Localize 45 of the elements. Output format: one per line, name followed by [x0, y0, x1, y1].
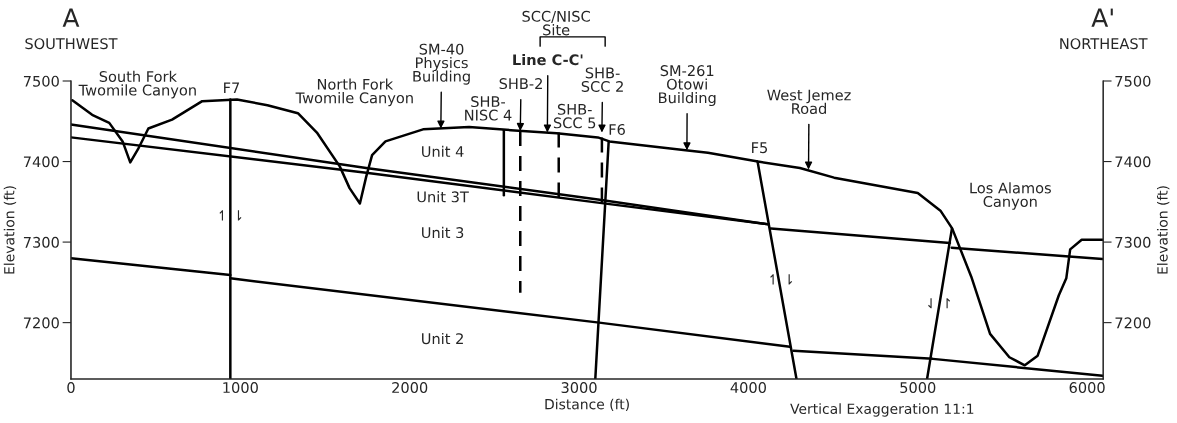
annotation: F6 — [609, 123, 625, 135]
annotation: SM-261 Otowi Building — [659, 65, 716, 107]
y2-axis-title: Elevation (ft) — [1156, 186, 1170, 274]
y-tick-label: 7300 — [23, 236, 59, 248]
annotation: West Jemez Road — [767, 89, 851, 115]
y-tick-label: 7500 — [23, 75, 59, 87]
x-tick-label: 5000 — [900, 382, 936, 394]
annotation: F5 — [752, 142, 768, 154]
text: NORTHEAST — [1060, 38, 1148, 50]
y-tick-label: 7400 — [23, 156, 59, 168]
x-tick-label: 3000 — [561, 382, 597, 394]
x-axis-title: Distance (ft) — [545, 398, 629, 412]
y2-tick-label: 7500 — [1115, 75, 1151, 87]
annotation: Line C-C' — [513, 53, 583, 66]
x-tick-label: 0 — [67, 382, 75, 394]
annotation: South Fork Twomile Canyon — [78, 70, 196, 99]
annotation: Unit 3 — [422, 226, 464, 239]
annotation: ↿ ⇂ — [219, 210, 242, 221]
y-axis-title: Elevation (ft) — [3, 186, 17, 274]
annotation: Unit 3T — [417, 191, 469, 203]
y2-tick-label: 7300 — [1115, 236, 1151, 248]
annotation: Los Alamos Canyon — [970, 182, 1051, 210]
annotation: SHB- NISC 4 — [465, 96, 512, 121]
text: A' — [1091, 8, 1113, 27]
annotation: SHB- SCC 5 — [553, 103, 596, 129]
x-tick-label: 1000 — [223, 382, 258, 394]
text: SOUTHWEST — [25, 38, 118, 50]
annotation: SM-40 Physics Building — [413, 43, 470, 85]
annotation: ↿ ⇂ — [770, 274, 793, 285]
annotation: Unit 2 — [422, 332, 463, 345]
text: Vertical Exaggeration 11:1 — [790, 403, 974, 417]
annotation: F7 — [224, 82, 240, 94]
annotation: SHB-2 — [499, 78, 542, 90]
annotation: SHB- SCC 2 — [581, 67, 623, 93]
x-tick-label: 2000 — [392, 382, 428, 394]
annotation: ⇃ ↾ — [928, 298, 951, 309]
x-tick-label: 4000 — [730, 382, 766, 394]
annotation: North Fork Twomile Canyon — [295, 78, 413, 107]
y-tick-label: 7200 — [23, 317, 59, 329]
annotation: Unit 4 — [422, 145, 464, 158]
text: SCC/NISC Site — [522, 10, 590, 36]
y2-tick-label: 7200 — [1115, 317, 1151, 329]
text: A — [62, 8, 80, 27]
x-tick-label: 6000 — [1069, 382, 1105, 394]
y2-tick-label: 7400 — [1115, 156, 1151, 168]
